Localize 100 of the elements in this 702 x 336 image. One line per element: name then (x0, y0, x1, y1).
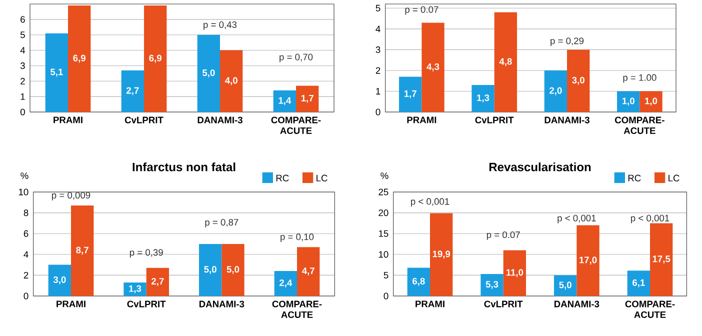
bar (544, 70, 568, 112)
bar (554, 275, 577, 296)
bar (197, 34, 220, 112)
y-tick-label: 0 (384, 292, 388, 300)
y-tick-label: 5 (384, 272, 388, 278)
data-label: 19,9 (432, 250, 450, 259)
bar (146, 268, 169, 296)
annotation: p = 0,29 (550, 38, 584, 46)
y-tick-label: 0 (24, 292, 28, 300)
data-label: 1,3 (477, 94, 490, 102)
data-label: 4,7 (302, 268, 314, 276)
x-tick-label: COMPARE-ACUTE (271, 116, 321, 134)
annotation: p = 0,39 (130, 249, 163, 258)
data-label: 5,1 (50, 68, 63, 77)
data-label: 6,8 (412, 278, 425, 286)
bar (567, 50, 590, 112)
data-label: 1,7 (301, 94, 314, 103)
x-tick-label: DANAMI-3 (554, 300, 600, 308)
x-tick-label: CvLPRIT (124, 116, 164, 124)
annotation: p = 0,43 (204, 21, 237, 30)
y-tick-label: 3 (376, 46, 380, 53)
legend-label: RC (628, 174, 641, 182)
bar (503, 250, 526, 296)
bar (399, 76, 422, 112)
data-label: 4,8 (499, 58, 512, 66)
chart-title: Revascularisation (489, 162, 591, 172)
y-tick-label: 2 (24, 272, 28, 278)
data-label: 1,0 (622, 98, 634, 106)
x-tick-label: PRAMI (416, 300, 444, 308)
annotation: p = 0,70 (280, 54, 313, 62)
data-label: 8,7 (76, 246, 88, 255)
bar (422, 22, 444, 112)
y-tick-label: 15 (378, 230, 388, 237)
y-tick-label: 4 (376, 26, 380, 32)
x-tick-label: DANAMI-3 (544, 116, 590, 124)
x-tick-label: CvLPRIT (127, 300, 166, 308)
y-tick-label: 5 (20, 32, 25, 38)
bar (296, 86, 319, 112)
chart-title: Infarctus non fatal (132, 162, 236, 172)
y-tick-label: 1 (376, 88, 380, 94)
data-label: 3,0 (572, 76, 584, 85)
data-label: 6,9 (73, 54, 86, 63)
bar (48, 264, 72, 296)
data-label: 2,7 (151, 278, 164, 286)
data-label: 1,4 (278, 97, 292, 106)
x-tick-label: PRAMI (54, 116, 82, 124)
y-tick-label: 2 (20, 78, 25, 84)
y-tick-label: 0 (376, 108, 380, 116)
data-label: 2,0 (550, 87, 562, 96)
y-tick-label: 3 (20, 62, 25, 70)
data-label: 11,0 (506, 269, 524, 278)
bar (124, 282, 146, 296)
bar (576, 225, 600, 296)
x-tick-label: COMPARE-ACUTE (625, 300, 675, 318)
data-label: 2,4 (279, 280, 292, 288)
annotation: p = 0.07 (486, 231, 520, 240)
bar (45, 33, 68, 112)
y-tick-label: 5 (376, 4, 380, 12)
bar (273, 90, 296, 112)
y-tick-label: 25 (378, 188, 388, 196)
bar (71, 206, 94, 296)
annotation: p = 0,87 (205, 218, 238, 228)
y-axis-title: % (20, 172, 28, 179)
y-tick-label: 20 (378, 210, 388, 216)
x-tick-label: COMPARE-ACUTE (614, 116, 664, 134)
annotation: p < 0,001 (631, 214, 670, 224)
data-label: 4,3 (426, 63, 440, 72)
data-label: 5,3 (486, 281, 498, 289)
bar (472, 85, 494, 112)
data-label: 3,0 (53, 276, 66, 284)
y-axis-title: % (380, 172, 388, 179)
y-tick-label: 2 (376, 67, 380, 74)
bar (650, 223, 673, 296)
bar (480, 274, 504, 296)
data-label: 17,5 (652, 256, 670, 264)
x-tick-label: DANAMI-3 (198, 116, 242, 124)
bar (199, 244, 222, 296)
data-label: 1,7 (404, 90, 416, 98)
legend-label: LC (668, 174, 680, 182)
annotation: p < 0,001 (411, 198, 450, 207)
y-tick-label: 6 (24, 230, 28, 237)
bar (494, 12, 518, 112)
x-tick-label: PRAMI (407, 116, 436, 124)
bar (430, 213, 453, 296)
x-tick-label: CvLPRIT (484, 300, 523, 308)
annotation: p < 0,001 (558, 214, 596, 224)
data-label: 5,0 (202, 69, 215, 78)
x-tick-label: CvLPRIT (475, 116, 514, 124)
data-label: 1,0 (645, 98, 658, 106)
bar (617, 91, 640, 112)
annotation: p = 0,009 (52, 192, 90, 200)
annotation: p = 1.00 (623, 74, 656, 83)
data-label: 5,0 (226, 266, 240, 274)
data-label: 17,0 (580, 256, 597, 265)
y-tick-label: 10 (18, 188, 28, 196)
y-tick-label: 10 (378, 251, 388, 258)
annotation: p = 0,10 (280, 234, 314, 242)
y-tick-label: 4 (24, 251, 28, 258)
bar (144, 6, 167, 112)
data-label: 5,0 (559, 282, 572, 290)
